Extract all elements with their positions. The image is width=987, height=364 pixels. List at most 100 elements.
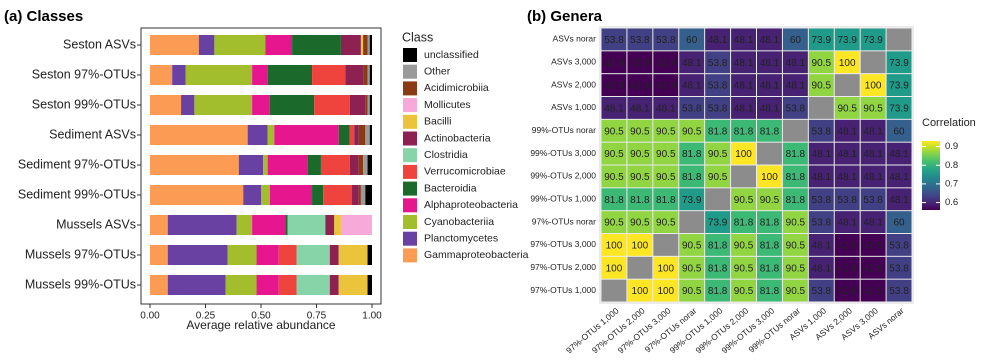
cell-label: 48.1 [786, 58, 806, 69]
heatmap-cell [886, 211, 912, 233]
bar-segment [247, 125, 268, 145]
legend-swatch [403, 164, 417, 179]
cell-label: 48.1 [863, 172, 883, 183]
bar-segment [314, 95, 350, 115]
heatmap-cell [731, 234, 756, 256]
y-tick-label: Mussels 97%-OTUs [25, 247, 136, 261]
heatmap-cell [808, 119, 834, 142]
diagonal-cell [601, 279, 627, 302]
heatmap-cell [782, 279, 808, 302]
bar-segment [150, 65, 173, 85]
heatmap-cell [627, 142, 653, 165]
cell-label: 48.1 [760, 58, 780, 69]
legend-title: Class [402, 30, 433, 44]
cell-label: 90.5 [682, 263, 702, 274]
bar-segment [150, 95, 182, 115]
diagonal-cell [782, 119, 808, 142]
heatmap-cell [860, 165, 886, 188]
cell-label: 48.1 [760, 104, 780, 115]
colorbar-tick-label: 0.8 [945, 160, 958, 171]
y-tick-label: ASVs 2,000 [551, 79, 596, 89]
bar-segment [292, 35, 341, 55]
heatmap-cell [808, 234, 834, 256]
x-tick-label: 0.00 [140, 311, 160, 322]
bar-segment [367, 35, 370, 55]
x-tick-label: 0.25 [196, 311, 216, 322]
bar-segment [296, 245, 330, 265]
heatmap-cell [627, 74, 653, 96]
heatmap-cell [782, 234, 808, 256]
legend-swatch [403, 81, 417, 96]
bar-segment [150, 215, 168, 235]
legend-swatch [403, 231, 417, 246]
cell-label: 42.9 [837, 241, 857, 252]
cell-label: 100 [865, 81, 882, 92]
legend-swatch [403, 215, 417, 229]
bar-segment [256, 275, 279, 295]
bar-segment [369, 125, 372, 145]
cell-label: 53.8 [837, 195, 857, 206]
y-tick-label: ASVs 1,000 [551, 102, 596, 112]
cell-label: 48.1 [812, 172, 832, 183]
cell-label: 48.1 [863, 218, 883, 229]
colorbar-tick-label: 0.6 [945, 197, 958, 208]
bar-segment [320, 155, 350, 175]
bar-segment [312, 185, 324, 205]
cell-label: 81.8 [630, 195, 650, 206]
heatmap-cell [627, 165, 653, 188]
bar-segment [365, 95, 368, 115]
heatmap-cell [886, 97, 912, 119]
heatmap-cell [782, 188, 808, 211]
heatmap-cell [782, 165, 808, 188]
heatmap-cell [601, 97, 627, 119]
heatmap-cell [886, 142, 912, 165]
legend-swatch [403, 198, 417, 213]
heatmap-cell [834, 165, 860, 188]
cell-label: 53.8 [604, 35, 624, 46]
cell-label: 48.1 [812, 149, 832, 160]
legend-swatch [403, 64, 417, 79]
bar-segment [167, 245, 228, 265]
legend-label: Bacilli [424, 116, 451, 128]
bar-segment [345, 65, 364, 85]
heatmap-cell [808, 74, 834, 96]
cell-label: 48.1 [837, 218, 857, 229]
legend-swatch [403, 48, 417, 62]
heatmap-cell [627, 51, 653, 74]
heatmap-cell [757, 74, 782, 96]
bar-segment [267, 155, 308, 175]
cell-label: 48.1 [734, 35, 754, 46]
cell-label: 48.1 [889, 195, 909, 206]
bar-segment [238, 155, 264, 175]
bar-segment [358, 185, 361, 205]
heatmap-cell [601, 165, 627, 188]
heatmap-cell [757, 256, 782, 279]
y-tick-label: 97%-OTUs norar [532, 216, 596, 226]
heatmap-cell [679, 279, 705, 302]
cell-label: 90.5 [604, 172, 624, 183]
cell-label: 42.9 [837, 286, 857, 297]
x-tick-label: 1.00 [362, 311, 382, 322]
heatmap-cell [782, 142, 808, 165]
heatmap-cell [757, 211, 782, 233]
cell-label: 90.5 [708, 149, 728, 160]
cell-label: 90.5 [734, 195, 754, 206]
cell-label: 100 [606, 241, 623, 252]
cell-label: 100 [657, 286, 674, 297]
heatmap-cell [679, 142, 705, 165]
bar-segment [261, 185, 270, 205]
heatmap-cell [860, 279, 886, 302]
bar-segment [367, 245, 372, 265]
heatmap-cell [782, 97, 808, 119]
legend-swatch [403, 148, 417, 163]
cell-label: 73.9 [812, 35, 832, 46]
cell-label: 90.5 [786, 218, 806, 229]
y-tick-label: Seston 99%-OTUs [32, 97, 136, 111]
cell-label: 48.1 [630, 104, 650, 115]
heatmap-cell [601, 74, 627, 96]
heatmap-cell [705, 51, 731, 74]
diagonal-cell [808, 97, 834, 119]
cell-label: 100 [632, 286, 649, 297]
bar-segment [363, 65, 368, 85]
